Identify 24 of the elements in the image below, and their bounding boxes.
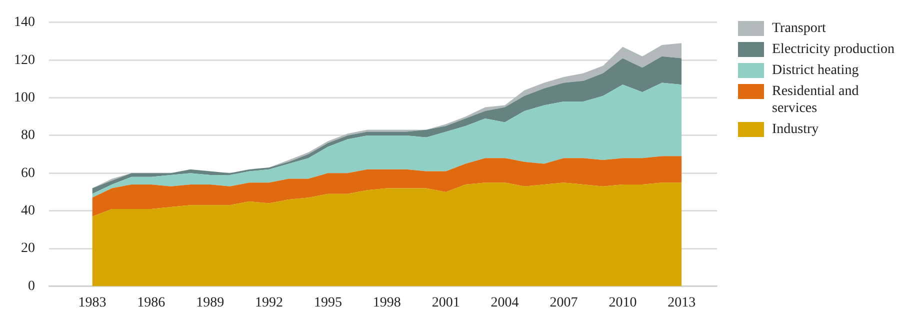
legend-label: District heating [772,62,859,79]
y-tick-label: 140 [14,15,35,30]
y-tick-label: 20 [21,241,35,256]
y-tick-label: 80 [21,128,35,144]
y-tick-label: 40 [21,204,35,218]
y-tick-label: 100 [14,90,35,106]
x-tick-label: 2004 [490,295,519,310]
legend-label: Industry [772,121,819,138]
legend-label: Residential and services [772,83,860,117]
y-tick-label: 0 [28,278,35,294]
x-tick-label: 2010 [608,295,637,310]
x-tick-label: 1995 [314,295,342,310]
x-tick-label: 2007 [550,295,578,310]
y-tick-label: 60 [21,166,35,181]
x-tick-label: 1983 [78,295,106,310]
x-tick-label: 2001 [432,295,460,310]
x-tick-label: 1989 [196,295,224,310]
legend-label: Electricity production [772,41,894,58]
legend-label: Transport [772,20,826,37]
x-tick-label: 1992 [255,295,284,310]
x-tick-label: 1986 [137,295,166,310]
y-tick-label: 120 [14,52,35,68]
x-tick-label: 1998 [372,295,401,310]
x-tick-label: 2013 [668,295,696,310]
